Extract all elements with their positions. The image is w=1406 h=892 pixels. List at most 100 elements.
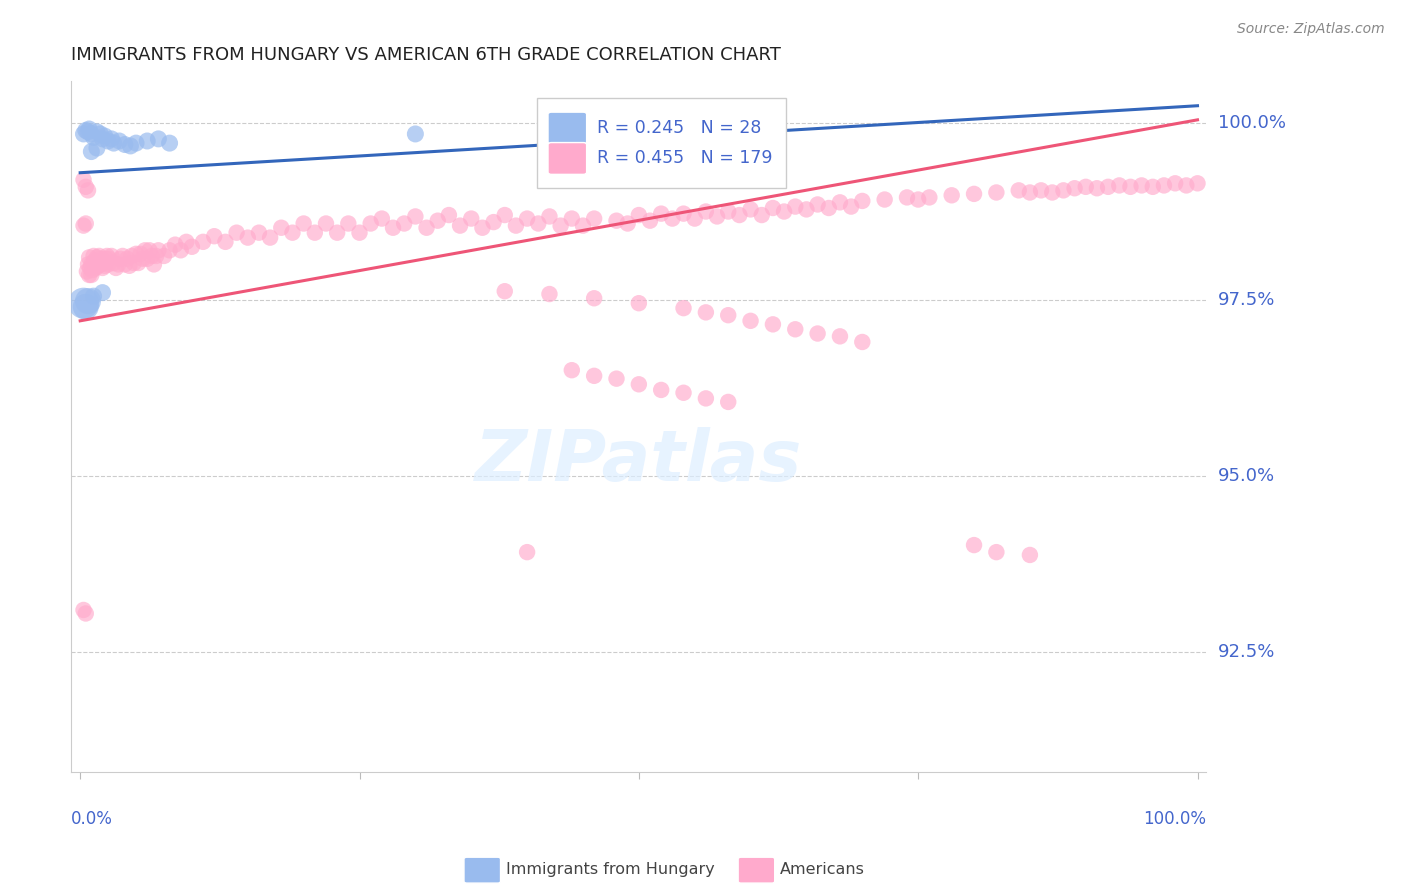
- Point: [326, 226, 349, 240]
- Point: [142, 257, 165, 271]
- Point: [100, 249, 122, 263]
- Point: [75, 179, 97, 194]
- Point: [103, 136, 125, 150]
- Point: [89, 257, 111, 271]
- Point: [315, 217, 337, 231]
- Point: [83, 249, 105, 263]
- Point: [134, 244, 156, 258]
- Point: [751, 208, 773, 222]
- Point: [79, 260, 101, 275]
- Point: [773, 204, 796, 219]
- Point: [91, 260, 114, 275]
- Text: 100.0%: 100.0%: [1143, 810, 1206, 828]
- Point: [84, 260, 107, 275]
- Point: [404, 127, 426, 141]
- Point: [94, 259, 117, 273]
- Point: [371, 211, 394, 226]
- Point: [1063, 181, 1085, 195]
- Point: [75, 607, 97, 621]
- Point: [97, 257, 120, 271]
- Point: [672, 385, 695, 400]
- Point: [270, 220, 292, 235]
- Point: [717, 395, 740, 409]
- Point: [90, 252, 112, 266]
- Point: [627, 208, 650, 222]
- Point: [762, 318, 785, 332]
- Point: [176, 235, 198, 249]
- Point: [650, 383, 672, 397]
- Point: [153, 249, 176, 263]
- Point: [80, 127, 103, 141]
- Point: [349, 226, 371, 240]
- Point: [796, 202, 818, 217]
- Point: [94, 252, 117, 266]
- Point: [96, 249, 118, 263]
- Point: [86, 251, 108, 265]
- Point: [807, 326, 830, 341]
- Point: [77, 268, 100, 282]
- Point: [561, 363, 583, 377]
- Point: [77, 257, 100, 271]
- Text: Source: ZipAtlas.com: Source: ZipAtlas.com: [1237, 22, 1385, 37]
- Text: 92.5%: 92.5%: [1218, 643, 1275, 661]
- Point: [83, 259, 105, 273]
- Point: [77, 125, 100, 139]
- Point: [77, 294, 100, 309]
- Point: [89, 127, 111, 141]
- Point: [605, 213, 627, 227]
- Point: [1008, 183, 1031, 197]
- Point: [129, 247, 152, 261]
- Point: [460, 211, 482, 226]
- Point: [404, 210, 426, 224]
- Point: [1130, 178, 1153, 193]
- Point: [292, 217, 315, 231]
- Point: [1175, 178, 1198, 193]
- Point: [107, 257, 129, 271]
- Point: [75, 123, 97, 137]
- Text: 0.0%: 0.0%: [72, 810, 112, 828]
- Point: [93, 256, 115, 270]
- Point: [281, 226, 304, 240]
- Point: [148, 244, 170, 258]
- Point: [839, 200, 862, 214]
- Point: [851, 194, 873, 208]
- Point: [605, 371, 627, 385]
- Point: [114, 257, 136, 271]
- Point: [97, 134, 120, 148]
- Point: [202, 229, 225, 244]
- Point: [125, 247, 148, 261]
- Point: [583, 211, 606, 226]
- Point: [82, 263, 104, 277]
- Text: R = 0.245   N = 28: R = 0.245 N = 28: [596, 119, 761, 137]
- Point: [650, 206, 672, 220]
- Point: [132, 252, 155, 266]
- Point: [717, 204, 740, 219]
- Point: [159, 136, 181, 150]
- Point: [516, 211, 538, 226]
- Point: [141, 249, 163, 263]
- Point: [740, 314, 762, 328]
- Text: 97.5%: 97.5%: [1218, 291, 1275, 309]
- Point: [785, 322, 807, 336]
- Point: [72, 219, 94, 233]
- Point: [91, 285, 114, 300]
- Point: [77, 183, 100, 197]
- Point: [111, 249, 134, 263]
- Point: [695, 392, 717, 406]
- Point: [247, 226, 270, 240]
- Point: [136, 134, 159, 148]
- Point: [118, 259, 141, 273]
- Point: [807, 197, 830, 211]
- FancyBboxPatch shape: [548, 143, 586, 174]
- Point: [103, 256, 125, 270]
- Point: [72, 173, 94, 187]
- Point: [672, 301, 695, 315]
- Point: [72, 296, 94, 310]
- Point: [259, 230, 281, 244]
- Point: [382, 220, 405, 235]
- Point: [907, 193, 929, 207]
- Point: [337, 217, 360, 231]
- Point: [1085, 181, 1108, 195]
- Point: [415, 220, 437, 235]
- Point: [165, 237, 187, 252]
